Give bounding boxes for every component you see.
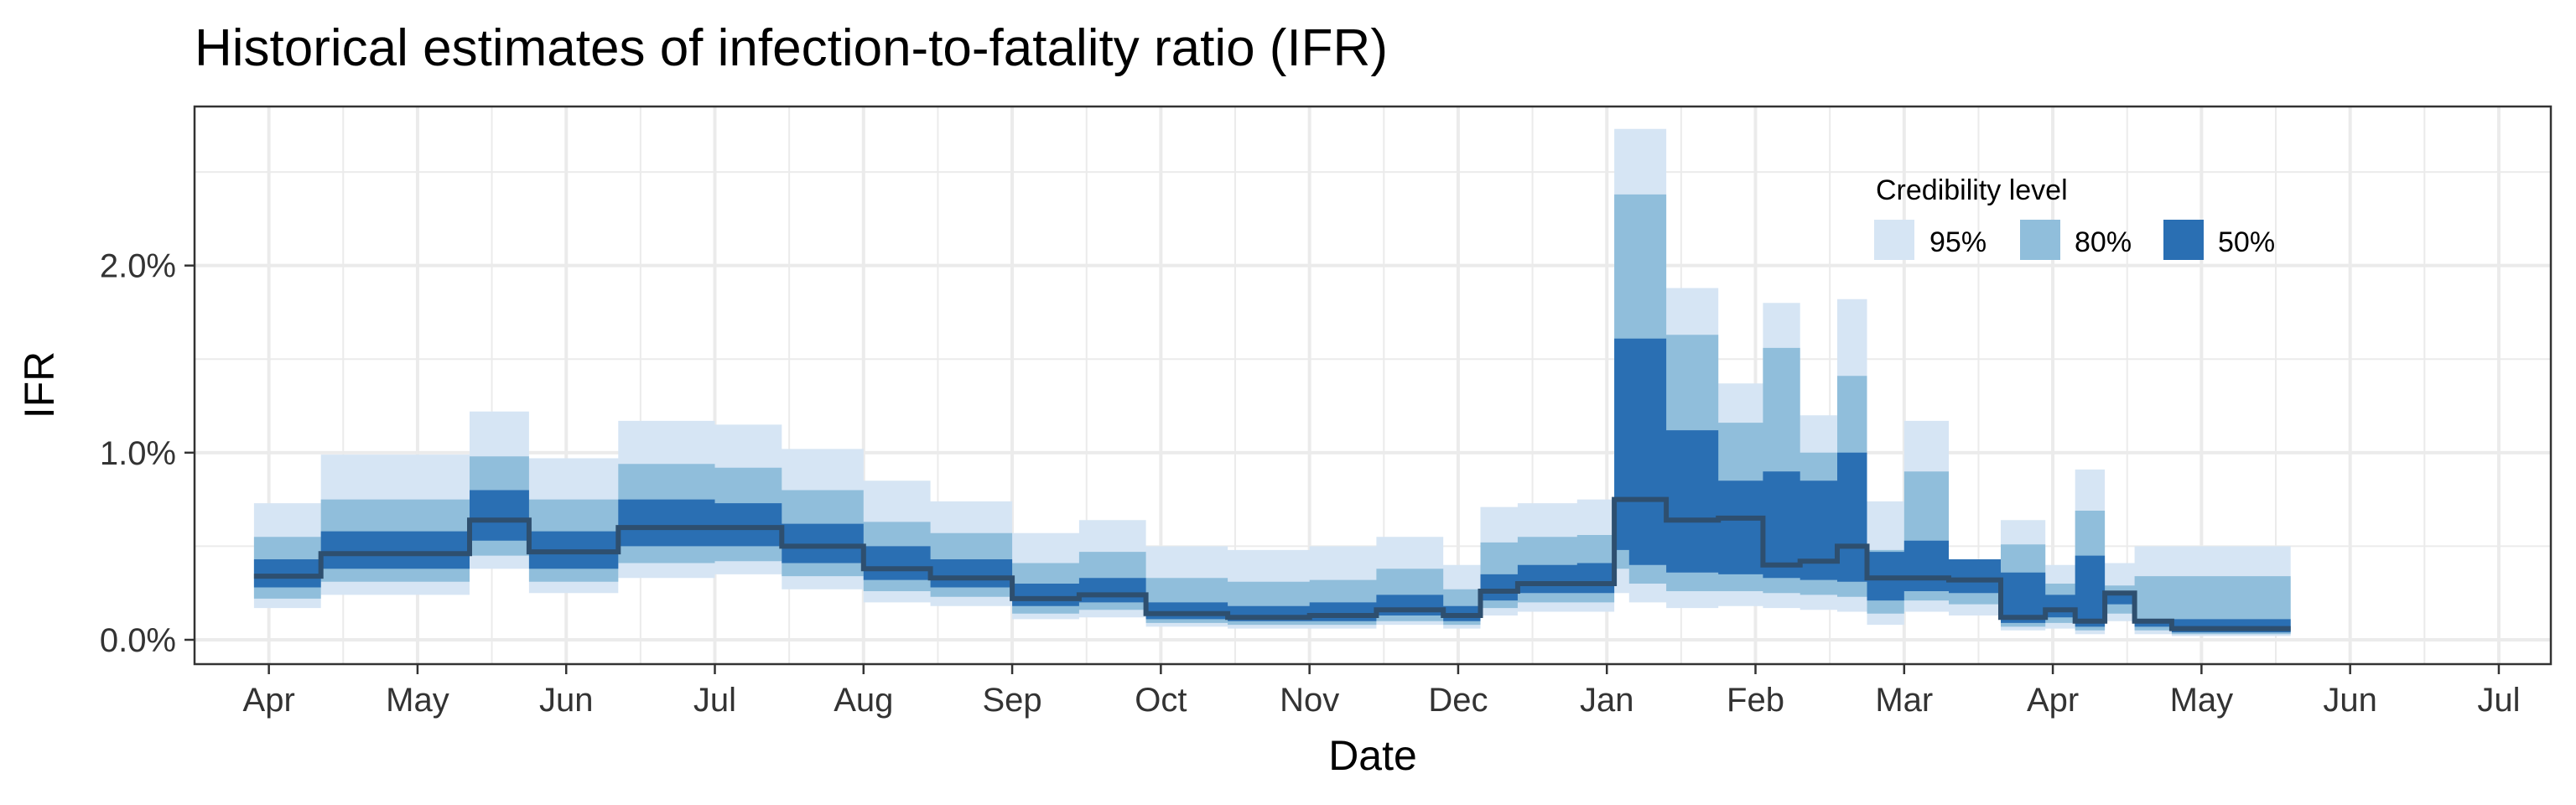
x-axis-title: Date [1328,732,1417,779]
x-tick-label: May [386,682,449,719]
x-axis: Apr May Jun Jul Aug Sep Oct Nov Dec Jan Feb Mar Apr M… [243,664,2521,719]
chart-title: Historical estimates of infection-to-fat… [195,19,1388,77]
legend-key-95 [1874,220,1914,260]
legend: Credibility level 95% 80% 50% [1874,174,2275,260]
y-axis-title: IFR [16,351,63,419]
y-axis: 0.0% 1.0% 2.0% [100,248,195,659]
x-tick-label: Nov [1280,682,1339,719]
legend-label-50: 50% [2218,226,2275,258]
median-line-group [253,496,2291,631]
legend-key-80 [2020,220,2060,260]
x-tick-label: Sep [982,682,1041,719]
y-tick-label: 0.0% [100,622,176,659]
band-50pct [253,338,2291,633]
x-tick-label: Jun [539,682,594,719]
x-tick-label: Jul [2477,682,2520,719]
x-tick-label: Apr [2027,682,2079,719]
plot-panel-border [193,105,2553,666]
x-tick-label: Mar [1875,682,1933,719]
x-tick-label: Aug [834,682,893,719]
credibility-bands [253,128,2291,636]
x-tick-label: Jan [1580,682,1634,719]
legend-key-50 [2163,220,2204,260]
legend-label-80: 80% [2075,226,2132,258]
y-tick-label: 2.0% [100,248,176,285]
x-tick-label: Jun [2323,682,2377,719]
x-tick-label: Dec [1428,682,1488,719]
x-tick-label: Feb [1727,682,1784,719]
x-tick-label: Oct [1135,682,1187,719]
legend-title: Credibility level [1876,174,2068,206]
x-tick-label: Apr [243,682,295,719]
x-tick-label: May [2170,682,2234,719]
x-tick-label: Jul [693,682,736,719]
legend-label-95: 95% [1929,226,1987,258]
y-tick-label: 1.0% [100,435,176,472]
median-line [253,496,2291,631]
